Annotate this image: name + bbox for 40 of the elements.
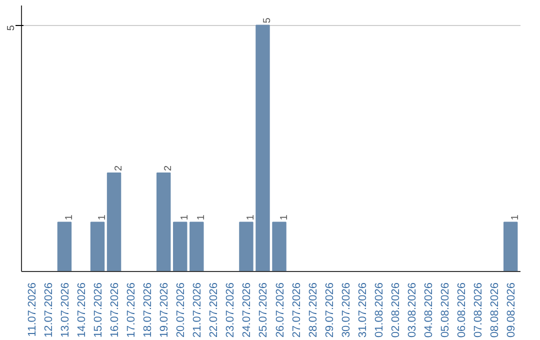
x-tick-label: 03.08.2026 [406, 282, 418, 338]
x-tick-label: 30.07.2026 [340, 282, 352, 338]
x-tick-label: 23.07.2026 [224, 282, 237, 338]
x-tick-label: 17.07.2026 [126, 282, 138, 338]
x-tick-label: 08.08.2026 [489, 282, 502, 338]
x-tick-label: 12.07.2026 [42, 282, 55, 338]
x-tick-label: 19.07.2026 [158, 282, 171, 338]
x-tick-label: 29.07.2026 [324, 282, 336, 338]
x-tick-label: 09.08.2026 [506, 282, 518, 338]
x-tick-label: 22.07.2026 [208, 282, 220, 338]
data-label: 1 [246, 214, 257, 220]
x-tick-label: 11.07.2026 [26, 282, 38, 337]
data-label: 2 [163, 164, 174, 171]
data-label: 5 [262, 17, 274, 24]
x-tick-label: 04.08.2026 [422, 282, 435, 338]
x-tick-label: 28.07.2026 [307, 282, 320, 338]
x-tick-label: 20.07.2026 [175, 282, 188, 338]
x-tick-label: 07.08.2026 [472, 282, 485, 338]
x-tick-label: 01.08.2026 [373, 282, 386, 338]
x-tick-label: 02.08.2026 [390, 282, 402, 338]
x-tick-label: 15.07.2026 [92, 282, 105, 338]
data-label: 1 [196, 214, 208, 220]
x-tick-label: 05.08.2026 [439, 282, 452, 338]
data-label: 1 [64, 214, 75, 220]
x-tick-label: 24.07.2026 [241, 282, 254, 338]
data-label: 1 [97, 214, 108, 220]
data-label: 1 [180, 214, 191, 220]
x-tick-label: 13.07.2026 [59, 282, 72, 338]
data-label: 2 [114, 164, 125, 171]
x-tick-label: 14.07.2026 [76, 282, 88, 338]
x-tick-label: 26.07.2026 [274, 282, 286, 338]
data-label: 1 [510, 214, 522, 220]
x-tick-label: 06.08.2026 [456, 282, 468, 338]
x-tick-label: 16.07.2026 [109, 282, 122, 338]
x-tick-label: 18.07.2026 [142, 282, 154, 338]
x-tick-label: 21.07.2026 [192, 282, 204, 338]
x-tick-label: 31.07.2026 [356, 282, 369, 338]
x-tick-label: 25.07.2026 [258, 282, 270, 338]
data-label: 1 [278, 214, 290, 220]
x-tick-label: 27.07.2026 [290, 282, 303, 338]
